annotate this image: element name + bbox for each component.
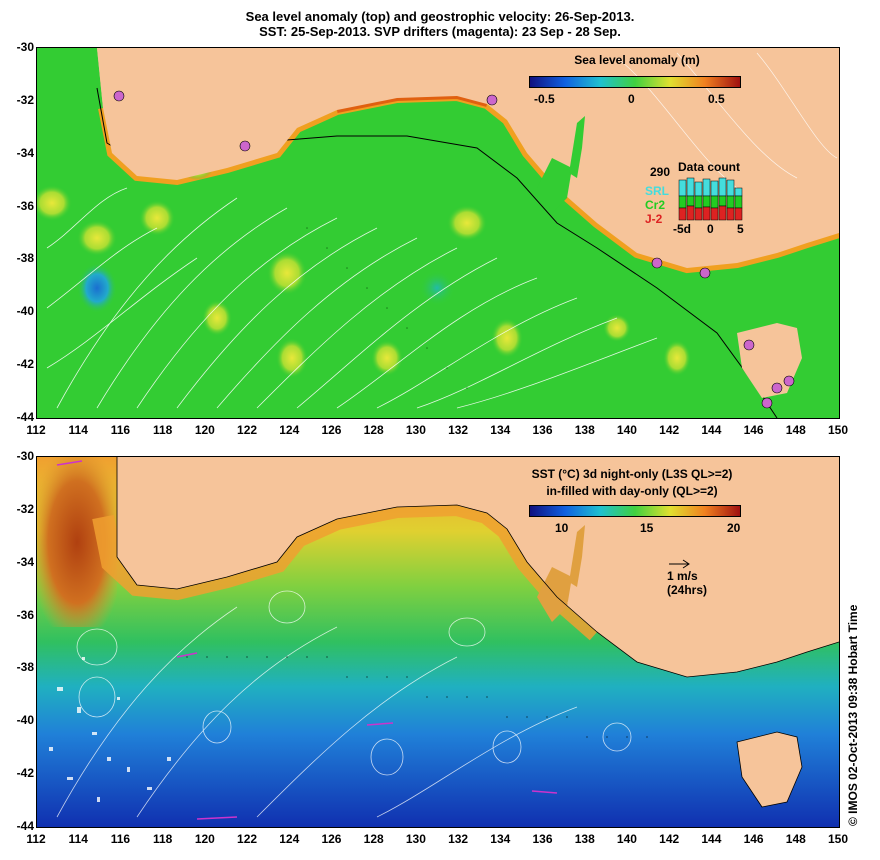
sla-colorbar-tick-mid: 0 [628,92,635,106]
sla-lat-tick: -40 [16,304,34,319]
data-count-xtick-2: 0 [707,222,714,236]
data-count-xtick-3: 5 [737,222,744,236]
sst-map: SST (°C) 3d night-only (L3S QL>=2) in-fi… [36,456,840,828]
sla-lon-tick: 148 [785,423,806,437]
sst-lon-tick: 150 [827,832,849,846]
sla-lon-tick: 132 [448,423,469,437]
sst-lon-tick: 114 [68,832,88,846]
sst-lon-tick: 142 [659,832,680,846]
sst-scale-arrow [669,559,690,569]
map-title-line-1: Sea level anomaly (top) and geostrophic … [245,9,635,24]
sla-lon-tick: 138 [574,423,595,437]
sst-lon-tick: 128 [363,832,384,846]
sla-lon-tick: 120 [194,423,215,437]
sst-lon-tick: 136 [532,832,553,846]
sst-lon-tick: 132 [448,832,469,846]
sst-lon-tick: 138 [574,832,595,846]
sst-lat-tick: -42 [16,766,34,781]
data-count-series-j2: J-2 [645,212,663,226]
sst-lat-tick: -38 [16,660,34,675]
sla-colorbar-tick-max: 0.5 [708,92,725,106]
sla-lon-tick: 126 [321,423,342,437]
sst-lat-tick: -32 [16,501,34,516]
sst-velocity-field [186,656,648,738]
sla-lon-tick: 128 [363,423,384,437]
sla-lat-tick: -30 [16,40,34,54]
data-count-bars [678,177,743,221]
sla-lon-tick: 122 [237,423,258,437]
data-count-title: Data count [678,160,741,174]
sst-land-tasmania [736,731,803,808]
sst-lat-tick: -36 [16,607,34,622]
sst-lon-tick: 112 [26,832,46,846]
sst-lon-tick: 124 [279,832,300,846]
sst-colorbar-tick-2: 15 [640,521,654,535]
sst-colorbar-title-2: in-filled with day-only (QL>=2) [546,484,718,498]
data-count-xtick-1: -5d [673,222,691,236]
sla-lat-tick: -38 [16,251,34,266]
sla-lat-tick: -34 [16,145,34,160]
sla-colorbar-title: Sea level anomaly (m) [574,53,700,67]
sst-lat-tick: -30 [16,449,34,463]
sla-lon-tick: 150 [827,423,849,437]
sst-lon-tick: 122 [237,832,258,846]
sst-lon-tick: 118 [152,832,173,846]
sst-colorbar [529,505,741,517]
sla-lat-tick: -44 [16,410,34,424]
sst-lon-tick: 144 [701,832,722,846]
sla-lat-tick: -32 [16,92,34,107]
sla-lat-tick: -36 [16,198,34,213]
sla-ocean [37,48,839,418]
sla-land-australia [97,48,839,268]
sst-lon-tick: 120 [194,832,215,846]
sst-lat-tick: -34 [16,554,34,569]
sst-scale-label-hours: (24hrs) [667,583,708,597]
sst-contours [56,590,632,818]
sla-lon-tick: 134 [490,423,511,437]
sla-lon-tick: 136 [532,423,553,437]
sla-colorbar [529,76,741,88]
sst-lon-tick: 130 [405,832,426,846]
sst-lon-tick: 148 [785,832,806,846]
sla-lon-tick: 112 [26,423,46,437]
sst-lon-tick: 140 [616,832,637,846]
sst-lat-tick: -40 [16,713,34,728]
sst-lat-tick: -44 [16,819,34,833]
sst-colorbar-tick-1: 10 [555,521,569,535]
sla-lon-tick: 144 [701,423,722,437]
sst-drifter-tracks [56,460,558,820]
data-count-series-cr2: Cr2 [645,198,666,212]
sst-lon-tick: 146 [743,832,764,846]
sst-lon-tick: 126 [321,832,342,846]
data-count-series-srl: SRL [645,184,669,198]
sla-lon-tick: 140 [616,423,637,437]
sla-map-svg [37,48,839,418]
sla-colorbar-tick-min: -0.5 [534,92,555,106]
map-title-line-2: SST: 25-Sep-2013. SVP drifters (magenta)… [259,24,621,39]
sla-lon-tick: 130 [405,423,426,437]
sla-lon-tick: 118 [152,423,173,437]
sla-lon-tick: 116 [110,423,131,437]
sst-colorbar-title-1: SST (°C) 3d night-only (L3S QL>=2) [531,467,733,481]
sla-lon-tick: 142 [659,423,680,437]
sla-lon-tick: 124 [279,423,300,437]
sea-level-anomaly-map: Sea level anomaly (m) -0.5 0 0.5 Data co… [36,47,840,419]
sst-lon-tick: 116 [110,832,131,846]
data-count-max: 290 [650,165,671,179]
sla-drifters [113,90,795,409]
sla-lon-tick: 146 [743,423,764,437]
credit-text: © IMOS 02-Oct-2013 09:38 Hobart Time [846,604,860,826]
sla-contours [46,52,818,409]
sla-lon-tick: 114 [68,423,88,437]
sla-lat-tick: -42 [16,357,34,372]
sst-lon-tick: 134 [490,832,511,846]
sst-colorbar-tick-3: 20 [727,521,741,535]
sst-scale-label: 1 m/s [667,569,698,583]
